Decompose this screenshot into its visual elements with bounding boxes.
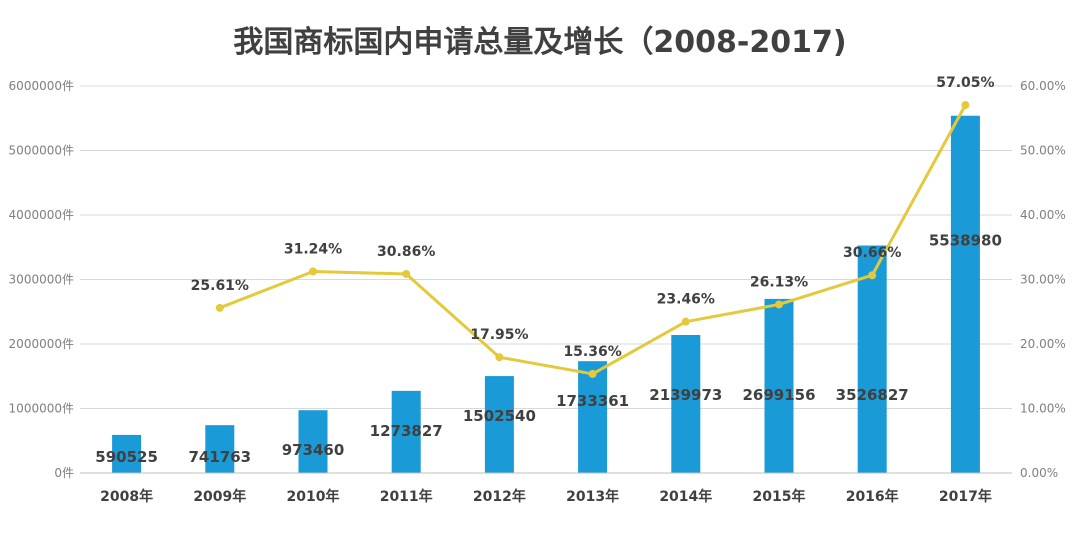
right-tick-label: 30.00% — [1020, 273, 1066, 287]
right-axis: 0.00% 10.00% 20.00% 30.00% 40.00% 50.00% 60.00… — [1020, 79, 1066, 480]
growth-value-label: 30.66% — [843, 245, 901, 261]
x-axis: 2008年 2009年 2010年 2011年 2012年 2013年 2014年 2015年… — [80, 472, 1012, 505]
bar-value-label: 590525 — [95, 448, 158, 466]
left-tick-label: 3000000件 — [9, 273, 74, 287]
x-tick-label: 2012年 — [473, 488, 526, 505]
left-tick-label: 2000000件 — [9, 337, 74, 351]
bar-2016年 — [857, 245, 887, 473]
bar-2013年 — [578, 361, 608, 473]
bar-value-label: 741763 — [188, 448, 251, 466]
left-tick-label: 1000000件 — [9, 402, 74, 416]
growth-point-2014年 — [681, 317, 690, 326]
bar-2014年 — [671, 334, 701, 473]
right-tick-label: 50.00% — [1020, 144, 1066, 158]
left-tick-label: 5000000件 — [9, 144, 74, 158]
x-tick-label: 2017年 — [939, 488, 992, 505]
left-tick-label: 0件 — [54, 466, 74, 480]
bar-value-label: 2699156 — [742, 386, 815, 404]
growth-point-2015年 — [775, 300, 783, 309]
growth-point-2013年 — [588, 369, 597, 378]
growth-value-label: 23.46% — [657, 292, 715, 308]
bar-2015年 — [764, 298, 794, 473]
right-tick-label: 10.00% — [1020, 402, 1066, 416]
right-tick-label: 0.00% — [1020, 466, 1058, 480]
x-tick-label: 2014年 — [659, 488, 712, 505]
bar-value-label: 2139973 — [649, 386, 722, 404]
growth-point-2016年 — [868, 271, 877, 280]
growth-line — [219, 104, 967, 376]
growth-value-label: 30.86% — [377, 244, 435, 260]
growth-value-label: 25.61% — [191, 278, 249, 294]
bar-2008年 — [112, 434, 142, 473]
bar-2017年 — [950, 115, 980, 474]
x-tick-label: 2011年 — [380, 488, 433, 505]
growth-point-2017年 — [961, 101, 970, 110]
bar-value-label: 3526827 — [836, 386, 909, 404]
x-tick-label: 2013年 — [566, 488, 619, 505]
bar-2011年 — [391, 390, 421, 473]
gridlines — [80, 85, 1012, 409]
growth-value-label: 57.05% — [936, 75, 994, 91]
growth-value-label: 17.95% — [470, 327, 528, 343]
bar-value-label: 1273827 — [370, 422, 443, 440]
growth-point-2010年 — [309, 267, 317, 276]
left-tick-label: 6000000件 — [9, 79, 74, 93]
bar-value-label: 1733361 — [556, 392, 629, 410]
bar-value-label: 5538980 — [929, 232, 1002, 250]
bar-series — [112, 115, 980, 474]
growth-line-series — [215, 101, 970, 378]
growth-value-label: 31.24% — [284, 242, 342, 258]
right-tick-label: 40.00% — [1020, 208, 1066, 222]
bar-data-labels: 590525 741763 973460 1273827 1502540 1733361 2… — [95, 232, 1002, 466]
bar-value-label: 973460 — [282, 441, 345, 459]
chart-title: 我国商标国内申请总量及增长（2008-2017) — [233, 25, 846, 60]
bar-2012年 — [484, 376, 514, 473]
x-tick-label: 2015年 — [753, 488, 806, 505]
growth-point-2011年 — [402, 269, 411, 278]
x-tick-label: 2010年 — [287, 488, 340, 505]
x-tick-label: 2009年 — [193, 488, 246, 505]
bar-2009年 — [205, 425, 235, 473]
line-data-labels: 25.61% 31.24% 30.86% 17.95% 15.36% 23.46% 26.1… — [191, 75, 995, 360]
growth-value-label: 26.13% — [750, 274, 808, 290]
growth-point-2009年 — [215, 303, 224, 312]
right-tick-label: 20.00% — [1020, 337, 1066, 351]
x-tick-label: 2016年 — [846, 488, 899, 505]
right-tick-label: 60.00% — [1020, 79, 1066, 93]
bar-2010年 — [298, 410, 328, 473]
bar-value-label: 1502540 — [463, 407, 536, 425]
left-tick-label: 4000000件 — [9, 208, 74, 222]
left-axis: 0件 1000000件 2000000件 3000000件 4000000件 500000… — [9, 79, 74, 480]
x-tick-label: 2008年 — [100, 488, 153, 505]
growth-point-2012年 — [495, 353, 504, 362]
growth-value-label: 15.36% — [563, 344, 621, 360]
